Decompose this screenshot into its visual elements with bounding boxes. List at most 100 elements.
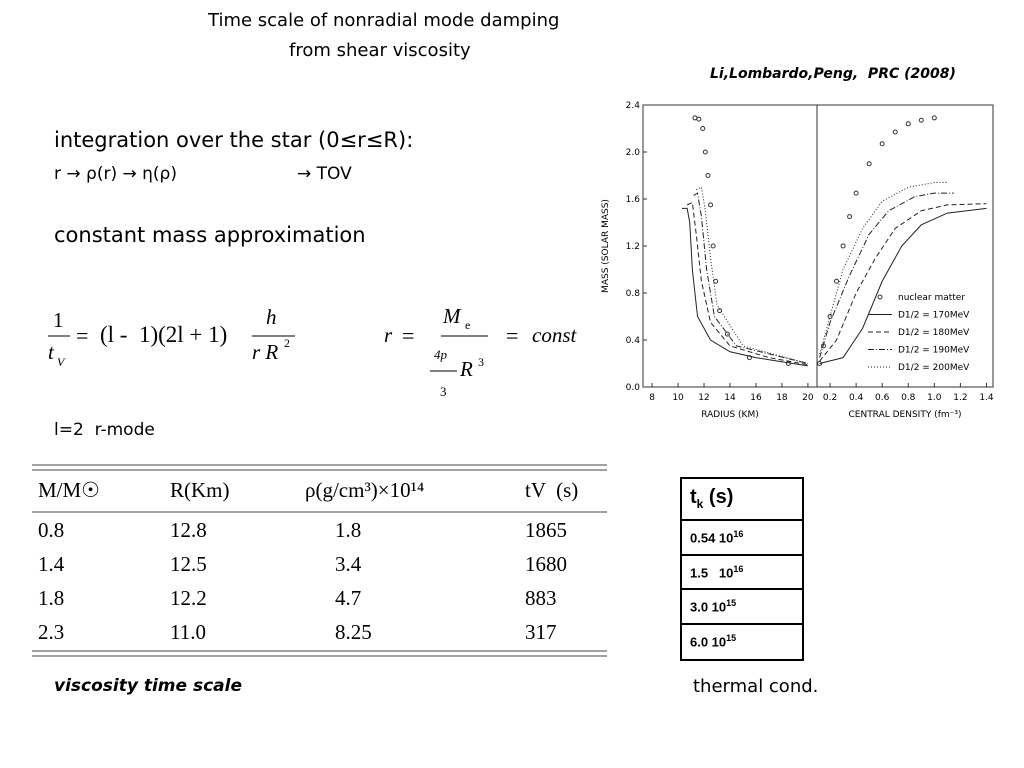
cell: 317 [525,620,557,644]
cell: 12.2 [170,586,207,610]
x-tick-label: 10 [672,393,684,403]
header-unit: (s) [703,486,734,508]
cell: 1.8 [38,586,65,610]
formula: = [402,323,415,348]
mantissa: 0.54 10 [690,530,734,546]
y-tick-label: 2.4 [626,101,641,111]
x-tick-label: 0.8 [901,393,916,403]
x-tick-label: 16 [750,393,762,403]
table-border [680,477,804,661]
formula: 2 [284,336,290,350]
header-cell: tV (s) [525,478,579,502]
caption: viscosity time scale [54,676,242,696]
formula: V [57,355,65,369]
x-tick-label: 20 [802,393,814,403]
data-point [705,173,711,178]
header-cell: ρ(g/cm³)×10¹⁴ [305,478,425,502]
formula: const [532,323,577,347]
data-point [713,278,719,284]
data-point [853,190,859,196]
data-line [819,203,987,362]
formula: 3 [440,384,447,399]
formula: R [460,357,473,381]
x-tick-label: 18 [776,393,788,403]
header-sub: k [696,497,704,511]
formula: M [443,304,461,328]
cell: 1.4 [38,552,65,576]
data-point [717,308,723,314]
cell: 12.8 [170,518,207,542]
exponent: 16 [733,563,744,574]
note: → TOV [297,164,352,184]
data-point [710,243,716,249]
formula: 3 [478,355,484,369]
y-axis-label: MASS (SOLAR MASS) [601,199,611,293]
cell: 11.0 [170,620,206,644]
caption: thermal cond. [693,676,819,697]
formula: t [48,340,54,364]
y-tick-label: 1.6 [626,195,641,205]
data-point [866,161,872,167]
figure: 8 10 12 14 16 18 20 0.0 0.4 0.8 1.2 1.6 2.0 2.4 RADIUS… [601,101,994,420]
legend-label: nuclear matter [898,293,965,303]
header-cell: M/M☉ [38,478,101,502]
x-tick-label: 0.4 [849,393,864,403]
x-axis-label: CENTRAL DENSITY (fm⁻³) [848,410,961,420]
x-tick-label: 14 [724,393,736,403]
x-tick-label: 0.6 [875,393,890,403]
mantissa: 3.0 10 [690,599,727,615]
cell: 6.0 1015 [690,633,736,649]
formula: h [266,305,277,329]
header-cell: R(Km) [170,478,230,502]
data-line [819,207,987,364]
data-point [892,129,898,135]
formula: (l - 1)(2l + 1) [100,322,228,347]
citation: Li,Lombardo,Peng, PRC (2008) [710,66,956,82]
title: from shear viscosity [289,40,471,61]
data-point [827,314,833,319]
note: integration over the star (0≤r≤R): [54,128,414,152]
data-line [686,201,808,366]
formula: = [506,323,519,348]
x-tick-label: 1.4 [979,393,994,403]
cell: 1.5 1016 [690,564,743,580]
legend-label: D1/2 = 200MeV [898,363,970,373]
formula: r R [252,340,279,364]
data-point [840,243,846,249]
cell: 2.3 [38,620,65,644]
formula: e [465,318,471,332]
data-point [746,355,752,361]
cell: 0.54 1016 [690,529,743,545]
x-axis-label: RADIUS (KM) [701,410,758,420]
x-tick-label: 1.0 [927,393,942,403]
title: Time scale of nonradial mode damping [208,10,560,31]
note: l=2 r-mode [54,420,155,440]
thermal-table-grid [680,477,804,661]
cell: 1.8 [335,518,362,542]
data-point [708,202,714,208]
data-point [696,116,702,122]
data-point [724,331,730,337]
data-point [692,115,698,121]
data-point [905,121,911,127]
data-line [819,182,948,355]
x-tick-label: 1.2 [953,393,967,403]
data-point [918,117,924,123]
legend-label: D1/2 = 190MeV [898,346,970,356]
x-tick-label: 8 [649,393,655,403]
x-tick-label: 12 [698,393,709,403]
cell: 0.8 [38,518,65,542]
data-point [702,149,708,155]
legend-label: D1/2 = 170MeV [898,311,970,321]
cell: 1865 [525,518,567,542]
formula: 1 [53,308,64,332]
exponent: 16 [733,529,744,539]
cell: 3.0 1015 [690,598,736,614]
cell: 12.5 [170,552,207,576]
data-point [931,115,937,121]
cell: 883 [525,586,557,610]
data-point [700,126,706,131]
formula: = [76,323,89,348]
data-line [696,186,809,364]
